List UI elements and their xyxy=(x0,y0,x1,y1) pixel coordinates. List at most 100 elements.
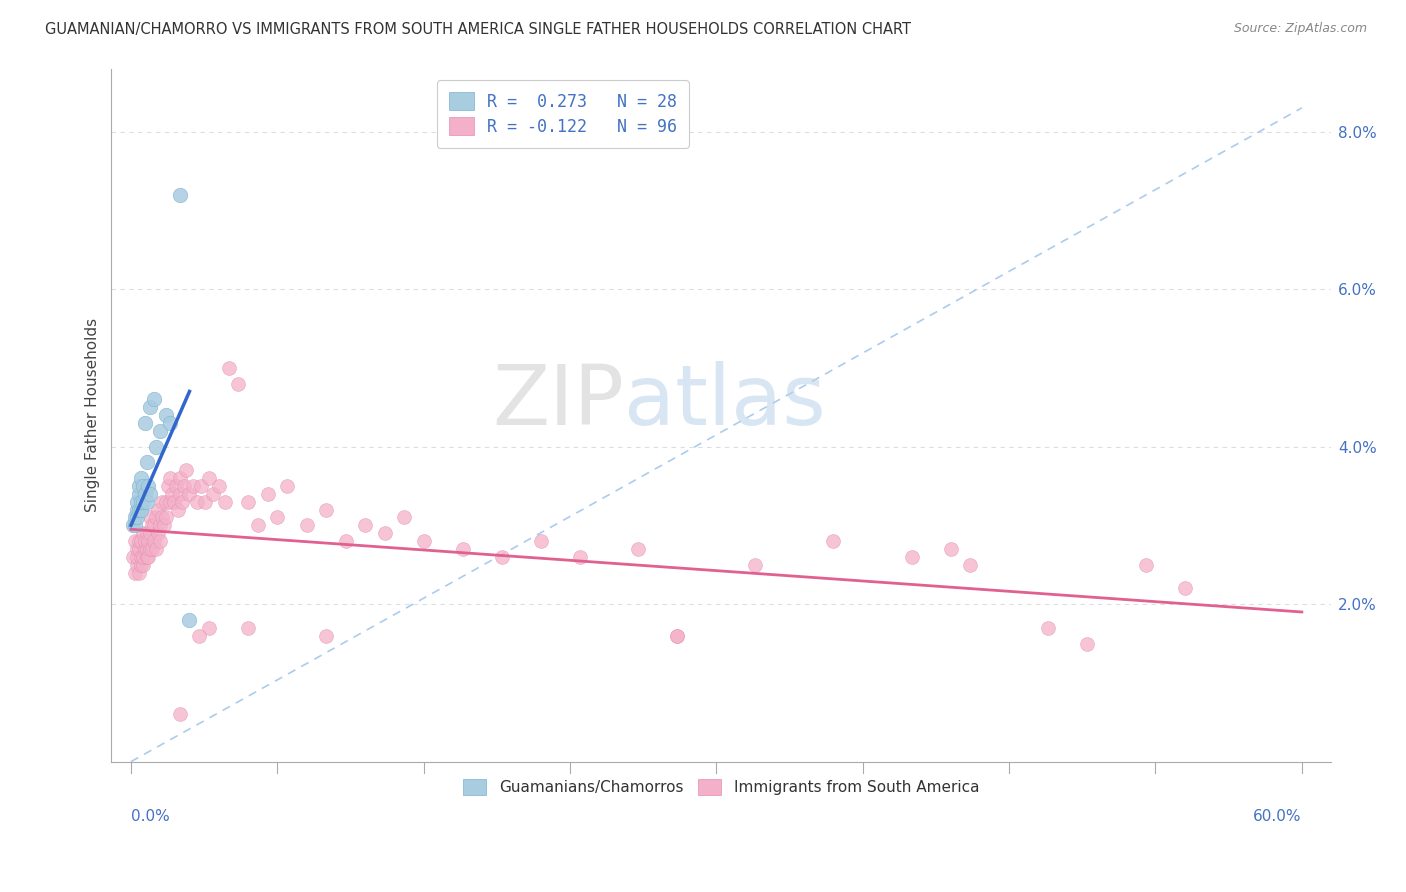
Point xyxy=(276,479,298,493)
Point xyxy=(143,534,166,549)
Point xyxy=(128,541,150,556)
Point xyxy=(165,479,187,493)
Point xyxy=(125,541,148,556)
Point xyxy=(148,526,170,541)
Point xyxy=(666,629,689,643)
Point xyxy=(374,526,396,541)
Point xyxy=(155,510,177,524)
Point xyxy=(194,494,217,508)
Point xyxy=(143,518,166,533)
Point xyxy=(354,518,377,533)
Point xyxy=(155,408,177,422)
Point xyxy=(138,479,160,493)
Point xyxy=(149,424,172,438)
Point xyxy=(156,479,179,493)
Point xyxy=(141,541,163,556)
Point xyxy=(392,510,415,524)
Point xyxy=(412,534,434,549)
Point xyxy=(122,518,145,533)
Point xyxy=(128,487,150,501)
Point xyxy=(134,534,156,549)
Point xyxy=(208,479,231,493)
Point xyxy=(149,518,172,533)
Point xyxy=(218,360,240,375)
Point xyxy=(139,401,162,415)
Point xyxy=(131,479,153,493)
Point xyxy=(1036,621,1059,635)
Point xyxy=(190,479,212,493)
Point xyxy=(145,541,167,556)
Point xyxy=(530,534,553,549)
Point xyxy=(128,534,150,549)
Point xyxy=(125,549,148,564)
Point xyxy=(129,502,152,516)
Point xyxy=(134,487,156,501)
Point xyxy=(129,558,152,572)
Point xyxy=(900,549,922,564)
Point xyxy=(134,416,156,430)
Point xyxy=(939,541,962,556)
Point xyxy=(335,534,357,549)
Point xyxy=(627,541,650,556)
Point xyxy=(198,471,221,485)
Point xyxy=(188,629,211,643)
Point xyxy=(169,471,191,485)
Point xyxy=(125,494,148,508)
Point xyxy=(135,455,157,469)
Point xyxy=(159,471,181,485)
Point xyxy=(135,549,157,564)
Point xyxy=(138,534,160,549)
Point xyxy=(1174,582,1197,596)
Point xyxy=(959,558,981,572)
Point xyxy=(128,566,150,580)
Point xyxy=(295,518,318,533)
Text: atlas: atlas xyxy=(624,360,825,442)
Point xyxy=(451,541,474,556)
Point xyxy=(129,549,152,564)
Point xyxy=(139,541,162,556)
Point xyxy=(315,629,337,643)
Point xyxy=(246,518,269,533)
Legend: Guamanians/Chamorros, Immigrants from South America: Guamanians/Chamorros, Immigrants from So… xyxy=(456,772,987,803)
Point xyxy=(138,549,160,564)
Point xyxy=(315,502,337,516)
Point xyxy=(128,502,150,516)
Point xyxy=(124,510,146,524)
Point xyxy=(129,494,152,508)
Point xyxy=(125,502,148,516)
Point xyxy=(159,494,181,508)
Point xyxy=(236,621,259,635)
Point xyxy=(236,494,259,508)
Point xyxy=(163,494,186,508)
Point xyxy=(131,558,153,572)
Point xyxy=(823,534,845,549)
Point xyxy=(124,566,146,580)
Point xyxy=(139,510,162,524)
Point xyxy=(139,526,162,541)
Point xyxy=(186,494,208,508)
Text: 60.0%: 60.0% xyxy=(1253,809,1302,824)
Point xyxy=(491,549,513,564)
Point xyxy=(159,416,181,430)
Point xyxy=(145,510,167,524)
Point xyxy=(201,487,224,501)
Text: GUAMANIAN/CHAMORRO VS IMMIGRANTS FROM SOUTH AMERICA SINGLE FATHER HOUSEHOLDS COR: GUAMANIAN/CHAMORRO VS IMMIGRANTS FROM SO… xyxy=(45,22,911,37)
Point xyxy=(666,629,689,643)
Point xyxy=(155,494,177,508)
Text: Source: ZipAtlas.com: Source: ZipAtlas.com xyxy=(1233,22,1367,36)
Point xyxy=(129,471,152,485)
Point xyxy=(179,487,201,501)
Point xyxy=(134,541,156,556)
Point xyxy=(148,502,170,516)
Point xyxy=(122,549,145,564)
Point xyxy=(150,510,173,524)
Point xyxy=(135,494,157,508)
Point xyxy=(160,487,183,501)
Point xyxy=(128,479,150,493)
Text: 0.0%: 0.0% xyxy=(131,809,170,824)
Y-axis label: Single Father Households: Single Father Households xyxy=(86,318,100,512)
Point xyxy=(153,518,176,533)
Point xyxy=(266,510,288,524)
Point xyxy=(179,613,201,627)
Point xyxy=(744,558,766,572)
